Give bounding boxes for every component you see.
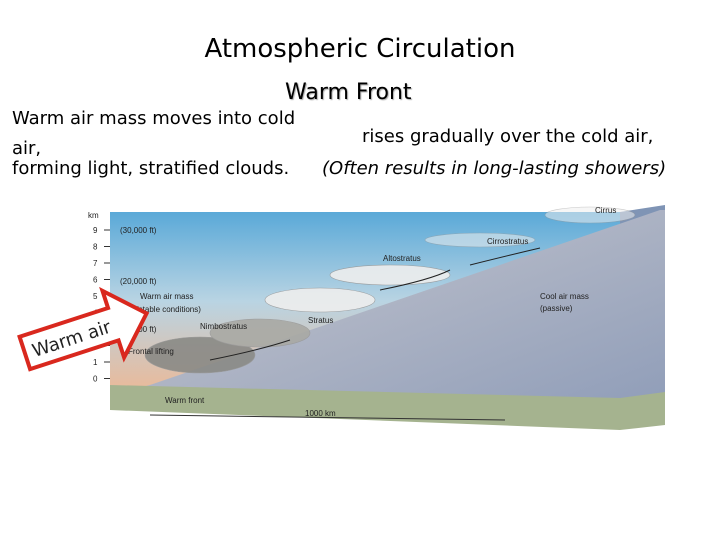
arrows — [209, 247, 541, 361]
ground — [110, 385, 665, 430]
clouds — [144, 206, 636, 374]
cold-air — [110, 210, 665, 420]
label: (20,000 ft) — [120, 277, 157, 286]
axis-tick-label: 1 — [93, 358, 98, 367]
arrow-shape — [17, 286, 150, 372]
body-text: rises gradually over the cold air, — [362, 126, 654, 147]
label: (30,000 ft) — [120, 226, 157, 235]
axis-tick-label: 9 — [93, 226, 98, 235]
subtitle: Warm Front — [285, 80, 412, 105]
distance-line — [149, 414, 506, 421]
axis-tick-label: 0 — [93, 375, 98, 384]
title: Atmospheric Circulation — [204, 34, 516, 64]
axis-tick-label: 7 — [93, 259, 98, 268]
label: Cirrus — [595, 206, 616, 215]
label: Altostratus — [383, 254, 421, 263]
label: Warm front — [165, 396, 205, 405]
body-text: forming light, stratified clouds. — [12, 158, 290, 179]
body-text-italic: (Often results in long-lasting showers) — [322, 158, 667, 179]
label: Frontal lifting — [128, 347, 174, 356]
body-text: Warm air mass moves into cold — [12, 108, 296, 129]
axis-unit: km — [88, 211, 99, 220]
label: (passive) — [540, 304, 573, 313]
axis-tick-label: 5 — [93, 292, 98, 301]
label: Warm air mass — [140, 292, 193, 301]
label: Cirrostratus — [487, 237, 528, 246]
label: Cool air mass — [540, 292, 589, 301]
label: (stable conditions) — [136, 305, 201, 314]
label: Stratus — [308, 316, 333, 325]
axis-tick-label: 6 — [93, 276, 98, 285]
body-text: air, — [12, 138, 42, 159]
label: Nimbostratus — [200, 322, 247, 331]
label: 1000 km — [305, 409, 336, 418]
axis-tick-label: 8 — [93, 243, 98, 252]
